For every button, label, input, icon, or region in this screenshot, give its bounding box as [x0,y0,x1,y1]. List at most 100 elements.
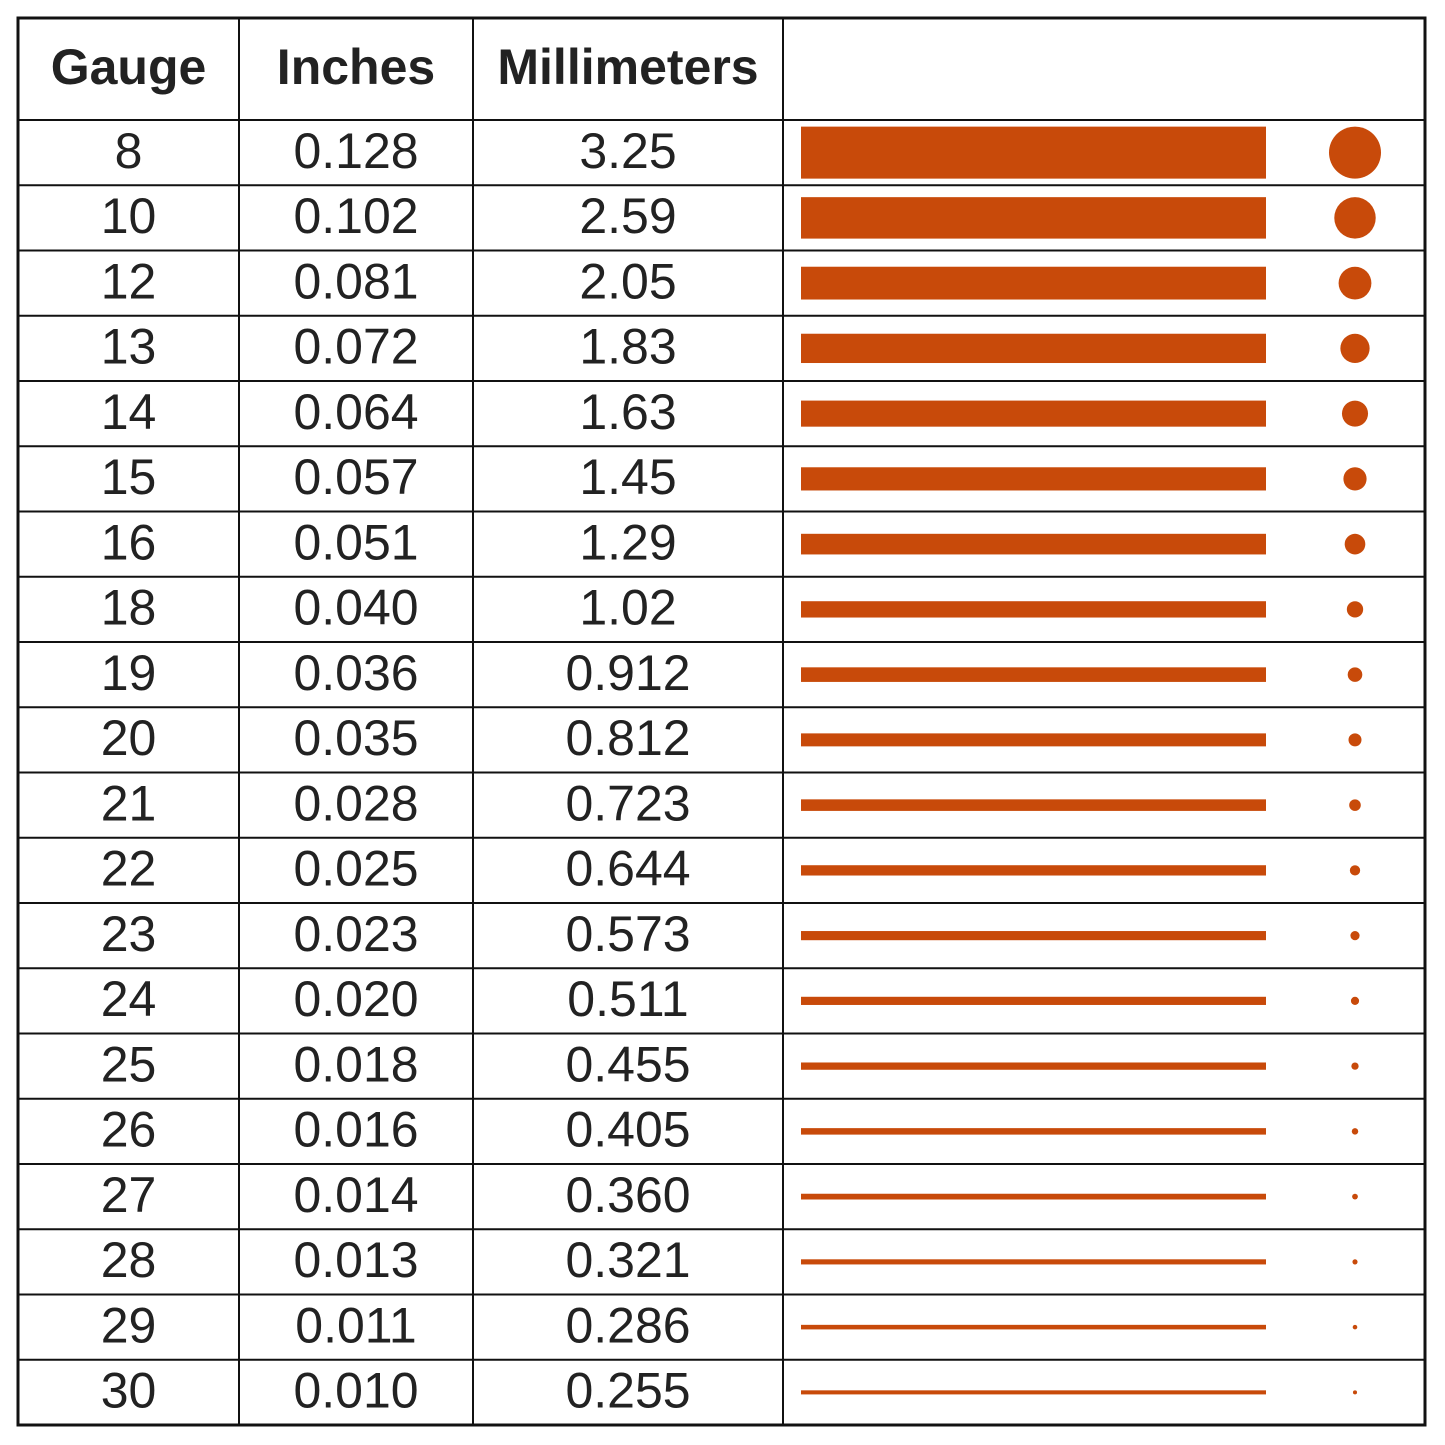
wire-section [1344,533,1366,555]
cell: 1.02 [579,580,676,636]
wire-section [1352,1324,1358,1330]
cell: 0.051 [293,514,418,570]
cell: 10 [101,188,157,244]
wire-section [1341,400,1369,427]
cell: 16 [101,514,157,570]
cell: 0.072 [293,319,418,375]
cell: 0.255 [565,1363,690,1419]
wire-bar [801,197,1266,239]
wire-section [1334,197,1376,239]
wire-bar [801,667,1266,682]
cell: 24 [101,971,157,1027]
wire-section [1351,1062,1359,1070]
wire-bar [801,865,1266,876]
cell: 0.812 [565,710,690,766]
wire-bar [801,601,1266,618]
cell: 0.036 [293,645,418,701]
cell: 0.020 [293,971,418,1027]
wire-section [1347,667,1363,682]
cell: 1.63 [579,384,676,440]
wire-section [1338,266,1372,300]
wire-section [1349,799,1361,811]
cell: 19 [101,645,157,701]
cell: 0.321 [565,1232,690,1288]
wire-bar [801,467,1266,491]
cell: 3.25 [579,123,676,179]
cell: 1.29 [579,514,676,570]
wire-bar [801,799,1266,811]
wire-bar [801,1324,1266,1330]
cell: 1.83 [579,319,676,375]
wire-section [1346,601,1364,618]
wire-section [1352,1193,1358,1200]
wire-section [1329,126,1381,179]
cell: 0.011 [295,1297,416,1353]
wire-bar [801,1062,1266,1070]
wire-bar [801,333,1266,364]
cell: 0.035 [293,710,418,766]
cell: 0.028 [293,775,418,831]
cell: 22 [101,841,157,897]
wire-section [1350,996,1360,1005]
wire-bar [801,400,1266,427]
wire-bar [801,1259,1266,1265]
cell: 0.128 [293,123,418,179]
table-border [16,16,1427,1427]
wire-section [1343,467,1367,491]
cell: 0.102 [293,188,418,244]
cell: 0.573 [565,906,690,962]
cell: 2.59 [579,188,676,244]
wire-bar [801,266,1266,300]
cell: 0.010 [293,1363,418,1419]
wire-section [1350,931,1360,941]
cell: 30 [101,1363,157,1419]
cell: 23 [101,906,157,962]
cell: 0.018 [293,1036,418,1092]
cell: 12 [101,253,157,309]
cell: 20 [101,710,157,766]
wire-bar [801,996,1266,1005]
cell: 0.064 [293,384,418,440]
cell: 25 [101,1036,157,1092]
wire-section [1352,1390,1358,1395]
cell: 29 [101,1297,157,1353]
wire-bar [801,1390,1266,1395]
cell: 0.025 [293,841,418,897]
column-header: Millimeters [497,39,758,95]
cell: 0.723 [565,775,690,831]
cell: 14 [101,384,157,440]
cell: 28 [101,1232,157,1288]
wire-section [1348,733,1362,747]
cell: 26 [101,1102,157,1158]
cell: 2.05 [579,253,676,309]
cell: 0.511 [567,971,688,1027]
cell: 0.360 [565,1167,690,1223]
cell: 0.013 [293,1232,418,1288]
column-header: Inches [277,39,435,95]
wire-bar [801,733,1266,747]
cell: 1.45 [579,449,676,505]
wire-section [1352,1259,1358,1265]
cell: 0.014 [293,1167,418,1223]
cell: 0.405 [565,1102,690,1158]
cell: 21 [101,775,157,831]
cell: 0.912 [565,645,690,701]
cell: 0.040 [293,580,418,636]
cell: 0.016 [293,1102,418,1158]
cell: 0.644 [565,841,690,897]
cell: 15 [101,449,157,505]
cell: 0.081 [293,253,418,309]
wire-section [1340,333,1370,364]
cell: 0.286 [565,1297,690,1353]
cell: 0.057 [293,449,418,505]
cell: 13 [101,319,157,375]
wire-section [1349,865,1361,876]
wire-bar [801,126,1266,179]
wire-section [1351,1128,1359,1135]
wire-bar [801,1128,1266,1135]
column-header: Gauge [51,39,207,95]
cell: 8 [115,123,143,179]
wire-bar [801,931,1266,941]
